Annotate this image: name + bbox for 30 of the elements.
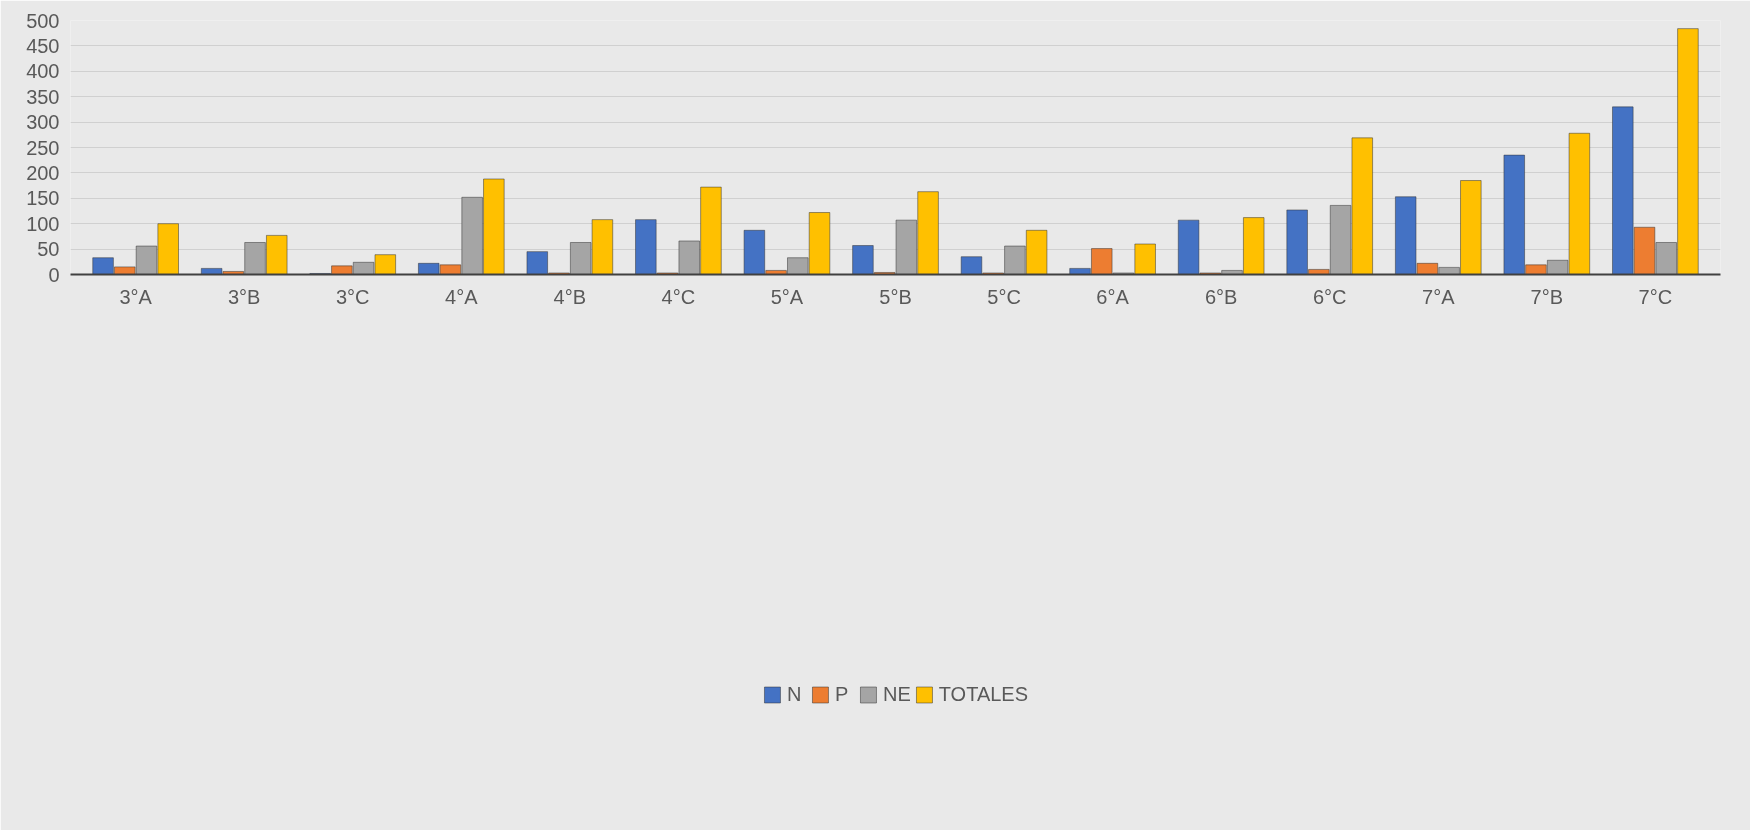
y-tick-label: 0	[48, 263, 60, 286]
y-tick-label: 200	[26, 161, 60, 184]
y-tick-label: 450	[26, 34, 60, 57]
x-tick-label: 6°A	[1096, 285, 1130, 308]
x-tick-label: 4°A	[445, 285, 479, 308]
y-tick-label: 50	[37, 238, 60, 261]
y-tick-label: 350	[26, 85, 60, 108]
y-tick-label: 250	[26, 136, 60, 159]
legend-label: P	[834, 682, 850, 706]
x-tick-label: 3°A	[119, 285, 153, 308]
x-tick-label: 5°A	[770, 285, 804, 308]
y-tick-label: 150	[26, 187, 60, 210]
x-tick-label: 5°B	[879, 285, 912, 308]
x-tick-label: 6°C	[1312, 285, 1347, 308]
x-tick-label: 5°C	[987, 285, 1021, 308]
y-tick-label: 300	[26, 111, 60, 134]
legend-label: N	[786, 682, 803, 706]
x-tick-label: 7°A	[1422, 285, 1456, 308]
legend-label: NE	[882, 682, 911, 706]
y-tick-label: 100	[26, 212, 60, 235]
x-tick-label: 3°C	[335, 285, 370, 308]
y-tick-label: 500	[26, 9, 60, 32]
x-tick-label: 7°B	[1530, 285, 1564, 308]
y-tick-label: 400	[26, 60, 60, 83]
x-tick-label: 4°B	[553, 285, 587, 308]
x-tick-label: 6°B	[1204, 285, 1238, 308]
x-tick-label: 3°B	[227, 285, 261, 308]
x-tick-label: 7°C	[1638, 285, 1673, 308]
x-tick-label: 4°C	[661, 285, 696, 308]
legend-label: TOTALES	[938, 682, 1029, 706]
